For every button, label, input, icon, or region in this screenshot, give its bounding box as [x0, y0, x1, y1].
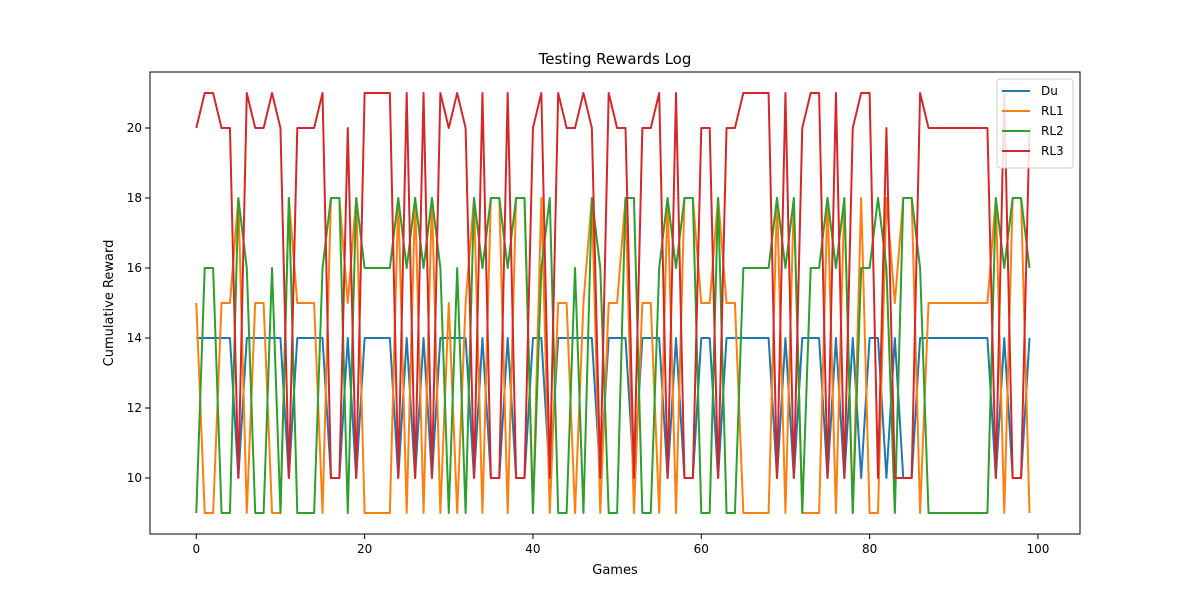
x-tick-label: 80	[862, 542, 877, 556]
series-layer	[195, 92, 1031, 514]
x-tick-label: 60	[694, 542, 709, 556]
y-axis-title: Cumulative Reward	[102, 240, 117, 367]
chart-title: Testing Rewards Log	[538, 50, 692, 68]
plot-frame	[149, 71, 1081, 535]
x-tick-label: 20	[357, 542, 372, 556]
legend-label-du: Du	[1041, 84, 1058, 98]
series-line-rl3	[195, 92, 1031, 479]
x-axis-title: Games	[592, 563, 638, 578]
y-tick-label: 18	[127, 191, 142, 205]
y-tick-label: 14	[127, 331, 142, 345]
legend: Du RL1 RL2 RL3	[996, 78, 1074, 169]
legend-label-rl3: RL3	[1041, 144, 1064, 158]
y-tick-label: 16	[127, 261, 142, 275]
x-tick-label: 0	[192, 542, 200, 556]
x-axis: 0 20 40 60 80 100	[192, 534, 1049, 556]
y-tick-label: 20	[127, 121, 142, 135]
legend-box	[996, 78, 1074, 169]
legend-label-rl2: RL2	[1041, 124, 1064, 138]
x-tick-label: 100	[1026, 542, 1049, 556]
y-tick-label: 10	[127, 471, 142, 485]
y-tick-label: 12	[127, 401, 142, 415]
y-axis: 10 12 14 16 18 20	[127, 121, 150, 485]
series-line-rl2	[195, 197, 1031, 514]
legend-label-rl1: RL1	[1041, 104, 1064, 118]
x-tick-label: 40	[525, 542, 540, 556]
